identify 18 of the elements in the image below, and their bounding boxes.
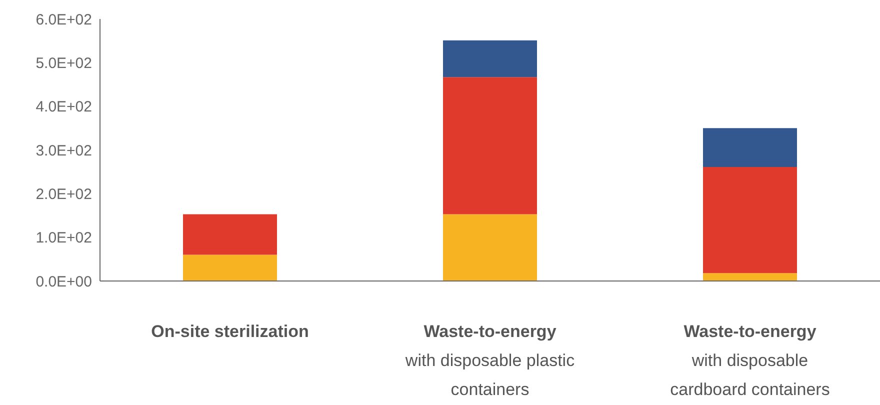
y-tick-label: 2.0E+02 — [36, 186, 92, 203]
bar — [183, 254, 277, 281]
bar — [443, 40, 537, 78]
y-tick-label: 0.0E+00 — [36, 273, 92, 290]
bar — [183, 214, 277, 255]
bar — [443, 214, 537, 281]
bar — [703, 273, 797, 281]
bar — [703, 167, 797, 274]
x-tick-label: On-site sterilization — [151, 322, 309, 341]
y-tick-label: 4.0E+02 — [36, 98, 92, 116]
y-tick-label: 6.0E+02 — [36, 11, 92, 28]
y-tick-label: 1.0E+02 — [36, 230, 92, 247]
y-tick-label: 5.0E+02 — [36, 54, 92, 72]
x-tick-label: Waste-to-energy with disposable cardboard containers — [670, 322, 830, 399]
bar — [443, 77, 537, 214]
bar — [703, 128, 797, 168]
y-tick-label: 3.0E+02 — [36, 142, 92, 160]
x-tick-label: Waste-to-energy with disposable plastic containers — [404, 322, 576, 399]
